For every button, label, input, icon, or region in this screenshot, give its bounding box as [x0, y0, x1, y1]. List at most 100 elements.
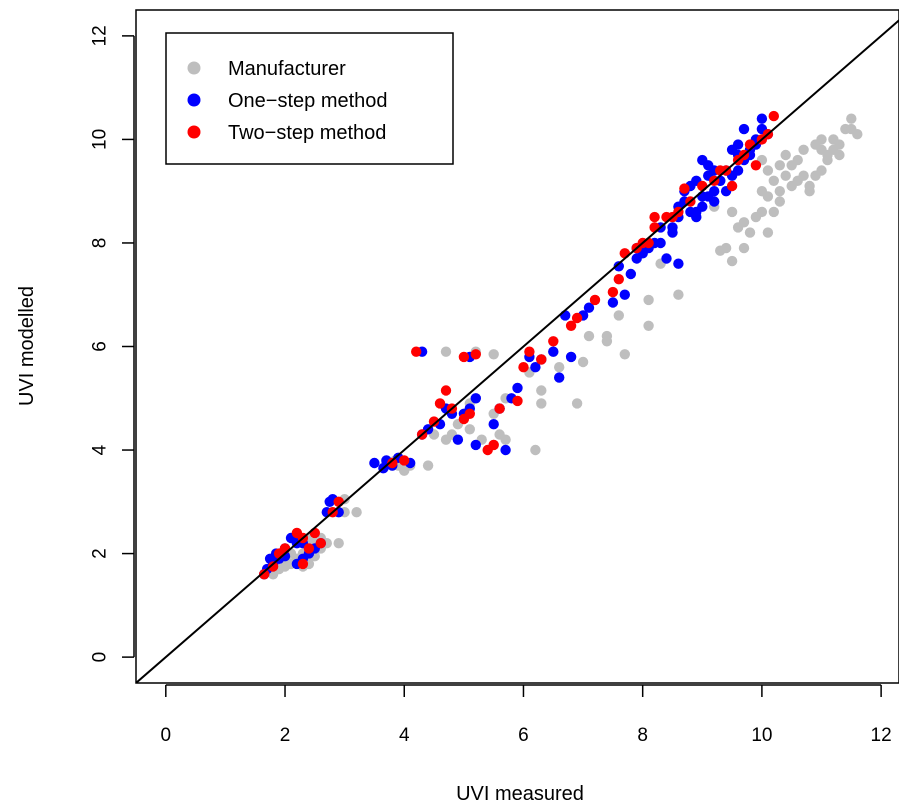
point-one-step-74 — [733, 165, 743, 175]
point-one-step-70 — [709, 186, 719, 196]
point-manufacturer-23 — [351, 507, 361, 517]
x-axis: 0 2 4 6 8 10 12 — [161, 685, 892, 746]
point-manufacturer-90 — [804, 186, 814, 196]
point-two-step-31 — [548, 336, 558, 346]
point-manufacturer-75 — [763, 227, 773, 237]
y-axis: 0 2 4 6 8 10 12 — [90, 25, 135, 662]
point-two-step-26 — [494, 403, 504, 413]
points-layer — [259, 111, 863, 580]
point-two-step-33 — [572, 313, 582, 323]
point-one-step-46 — [560, 310, 570, 320]
point-one-step-45 — [554, 372, 564, 382]
point-manufacturer-81 — [739, 217, 749, 227]
legend-marker-manufacturer — [188, 62, 201, 75]
point-manufacturer-85 — [775, 186, 785, 196]
point-one-step-52 — [608, 297, 618, 307]
point-manufacturer-111 — [781, 171, 791, 181]
point-two-step-52 — [769, 111, 779, 121]
point-two-step-42 — [679, 183, 689, 193]
point-one-step-18 — [325, 497, 335, 507]
point-one-step-89 — [709, 196, 719, 206]
point-two-step-56 — [649, 212, 659, 222]
point-one-step-36 — [500, 445, 510, 455]
point-two-step-18 — [441, 385, 451, 395]
point-manufacturer-63 — [620, 349, 630, 359]
point-two-step-6 — [310, 528, 320, 538]
point-manufacturer-84 — [769, 176, 779, 186]
point-one-step-60 — [655, 238, 665, 248]
point-manufacturer-45 — [489, 349, 499, 359]
point-manufacturer-92 — [793, 155, 803, 165]
point-manufacturer-102 — [828, 134, 838, 144]
point-manufacturer-106 — [781, 150, 791, 160]
y-tick-label: 2 — [90, 548, 111, 559]
point-manufacturer-80 — [727, 207, 737, 217]
x-tick-label: 0 — [161, 725, 172, 746]
point-one-step-90 — [697, 191, 707, 201]
point-manufacturer-55 — [554, 362, 564, 372]
point-manufacturer-73 — [745, 227, 755, 237]
point-two-step-49 — [745, 139, 755, 149]
point-manufacturer-61 — [614, 310, 624, 320]
y-tick-label: 0 — [90, 652, 111, 663]
point-manufacturer-41 — [500, 435, 510, 445]
point-manufacturer-112 — [798, 145, 808, 155]
point-one-step-40 — [512, 383, 522, 393]
point-two-step-13 — [399, 455, 409, 465]
point-manufacturer-83 — [763, 191, 773, 201]
point-two-step-34 — [590, 295, 600, 305]
point-manufacturer-98 — [834, 150, 844, 160]
point-manufacturer-77 — [769, 207, 779, 217]
point-two-step-23 — [471, 349, 481, 359]
point-one-step-102 — [632, 253, 642, 263]
y-tick-label: 10 — [90, 129, 111, 150]
point-two-step-36 — [614, 274, 624, 284]
point-one-step-55 — [626, 269, 636, 279]
point-two-step-57 — [643, 238, 653, 248]
point-manufacturer-70 — [727, 256, 737, 266]
y-tick-label: 12 — [90, 25, 111, 46]
legend-label-one-step: One−step method — [228, 90, 388, 112]
point-two-step-29 — [524, 347, 534, 357]
point-one-step-37 — [489, 419, 499, 429]
x-axis-title: UVI measured — [456, 783, 584, 805]
point-manufacturer-37 — [465, 424, 475, 434]
point-manufacturer-52 — [536, 385, 546, 395]
point-manufacturer-58 — [578, 357, 588, 367]
point-manufacturer-66 — [673, 290, 683, 300]
point-two-step-35 — [608, 287, 618, 297]
point-one-step-68 — [697, 202, 707, 212]
point-two-step-27 — [512, 396, 522, 406]
x-tick-label: 10 — [751, 725, 772, 746]
point-one-step-20 — [369, 458, 379, 468]
y-tick-label: 4 — [90, 444, 111, 455]
x-tick-label: 12 — [871, 725, 892, 746]
x-tick-label: 2 — [280, 725, 291, 746]
point-manufacturer-53 — [536, 398, 546, 408]
point-one-step-92 — [691, 212, 701, 222]
point-one-step-47 — [566, 352, 576, 362]
point-manufacturer-71 — [739, 243, 749, 253]
y-axis-title: UVI modelled — [16, 286, 38, 406]
point-two-step-58 — [620, 248, 630, 258]
point-two-step-54 — [751, 160, 761, 170]
point-one-step-62 — [673, 259, 683, 269]
legend: Manufacturer One−step method Two−step me… — [166, 33, 453, 164]
point-manufacturer-62 — [602, 336, 612, 346]
x-tick-label: 8 — [637, 725, 648, 746]
point-manufacturer-104 — [846, 114, 856, 124]
point-manufacturer-18 — [334, 538, 344, 548]
point-one-step-35 — [471, 440, 481, 450]
point-one-step-61 — [661, 253, 671, 263]
point-manufacturer-31 — [423, 460, 433, 470]
point-manufacturer-109 — [822, 155, 832, 165]
y-tick-label: 6 — [90, 341, 111, 352]
point-manufacturer-108 — [763, 165, 773, 175]
y-tick-label: 8 — [90, 238, 111, 249]
point-two-step-10 — [298, 559, 308, 569]
point-one-step-44 — [548, 347, 558, 357]
point-manufacturer-65 — [643, 295, 653, 305]
point-two-step-28 — [518, 362, 528, 372]
point-two-step-25 — [489, 440, 499, 450]
point-manufacturer-78 — [775, 196, 785, 206]
